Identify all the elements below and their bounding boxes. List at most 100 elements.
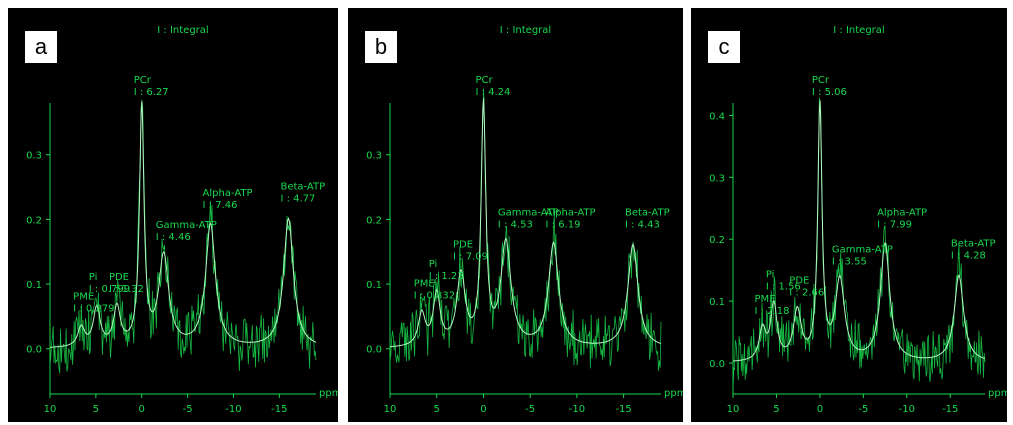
y-tick-label: 0.1 [26, 280, 42, 291]
x-tick-label: 5 [93, 404, 99, 415]
peak-integral: I : 4.77 [280, 193, 315, 204]
y-tick-label: 0.0 [366, 345, 382, 356]
peak-integral: I : 4.24 [475, 87, 510, 98]
x-tick-label: -10 [569, 404, 585, 415]
x-tick-label: -10 [899, 404, 915, 415]
y-tick-label: 0.2 [26, 215, 42, 226]
peak-name: Gamma-ATP [156, 220, 217, 231]
peak-name: PCr [475, 75, 493, 86]
peak-integral: I : 7.99 [877, 219, 912, 230]
peak-label-pi: PiI : 0.799 [89, 272, 130, 295]
spectrum-panel-c: I : Integral 0.0 0.1 0.2 0.3 0.4 10 5 0 -5 -10 -15 p… [691, 8, 1007, 422]
peak-integral: I : 4.43 [625, 219, 660, 230]
chart-title: I : Integral [833, 25, 884, 36]
peak-name: Alpha-ATP [546, 207, 596, 218]
y-tick-label: 0.2 [709, 235, 725, 246]
peak-integral: I : 0.799 [89, 284, 130, 295]
x-tick-label: 0 [480, 404, 486, 415]
peak-name: PME [73, 291, 94, 302]
peak-integral: I : 3.55 [832, 257, 867, 268]
peak-integral: I : 1.56 [766, 281, 801, 292]
peak-name: Beta-ATP [280, 181, 325, 192]
peak-integral: I : 5.06 [812, 87, 847, 98]
x-tick-label: -5 [525, 404, 535, 415]
peak-name: Pi [766, 269, 775, 280]
x-tick-label: 0 [139, 404, 145, 415]
peak-name: Alpha-ATP [203, 188, 253, 199]
peak-name: PCr [812, 75, 830, 86]
peak-name: Gamma-ATP [498, 207, 559, 218]
y-tick-label: 0.0 [709, 359, 725, 370]
peak-name: PCr [134, 75, 152, 86]
peak-integral: I : 0.279 [73, 303, 114, 314]
y-tick-label: 0.4 [709, 111, 725, 122]
fitted-spectrum-line [389, 98, 662, 348]
peak-integral: I : 1.32 [109, 284, 144, 295]
raw-spectrum-line [49, 99, 317, 374]
spectrum-chart-a: I : Integral 0.0 0.1 0.2 0.3 10 5 0 -5 -10 -15 ppm P… [26, 25, 338, 415]
y-tick-label: 0.2 [366, 215, 382, 226]
peak-name: PME [414, 278, 435, 289]
y-tick-label: 0.3 [709, 173, 725, 184]
x-tick-label: -15 [942, 404, 958, 415]
peak-name: Pi [89, 272, 98, 283]
peak-integral: I : 4.46 [156, 232, 191, 243]
y-tick-label: 0.1 [709, 297, 725, 308]
peak-integral: I : 0.832 [414, 290, 455, 301]
peak-label-pi: PiI : 1.56 [766, 269, 801, 292]
spectrum-chart-b: I : Integral 0.0 0.1 0.2 0.3 10 5 0 -5 -10 -15 ppm P… [366, 25, 683, 415]
fitted-spectrum-line [50, 101, 317, 348]
x-axis-label: ppm [664, 388, 683, 399]
peak-integral: I : 6.19 [546, 219, 581, 230]
y-tick-label: 0.3 [366, 151, 382, 162]
peak-integral: I : 1.23 [429, 271, 464, 282]
x-tick-label: -15 [615, 404, 631, 415]
panel-label-c: c [707, 30, 741, 64]
peak-integral: I : 6.27 [134, 87, 169, 98]
x-tick-label: 10 [727, 404, 740, 415]
y-tick-label: 0.0 [26, 345, 42, 356]
x-tick-label: -10 [225, 404, 241, 415]
panel-label-a: a [24, 30, 58, 64]
x-tick-label: -15 [271, 404, 287, 415]
x-tick-label: 0 [817, 404, 823, 415]
peak-label-pi: PiI : 1.23 [429, 259, 464, 282]
fitted-spectrum-line [732, 100, 986, 362]
peak-name: PDE [453, 240, 473, 251]
peak-integral: I : 7.46 [203, 200, 238, 211]
peak-name: PDE [109, 272, 129, 283]
y-tick-label: 0.3 [26, 151, 42, 162]
peak-integral: I : 2.66 [789, 288, 824, 299]
spectrum-panel-b: I : Integral 0.0 0.1 0.2 0.3 10 5 0 -5 -10 -15 ppm P… [348, 8, 683, 422]
y-tick-label: 0.1 [366, 280, 382, 291]
x-tick-label: 5 [434, 404, 440, 415]
peak-name: Beta-ATP [625, 207, 670, 218]
peak-integral: I : 4.28 [951, 250, 986, 261]
raw-spectrum-line [389, 88, 662, 371]
chart-title: I : Integral [500, 25, 551, 36]
peak-integral: I : 7.09 [453, 252, 488, 263]
raw-spectrum-line [732, 97, 986, 388]
peak-name: Pi [429, 259, 438, 270]
peak-integral: I : 4.53 [498, 219, 533, 230]
peak-integral: I : 2.18 [755, 306, 790, 317]
x-axis-label: ppm [319, 388, 338, 399]
x-axis-label: ppm [988, 388, 1007, 399]
x-tick-label: -5 [183, 404, 193, 415]
